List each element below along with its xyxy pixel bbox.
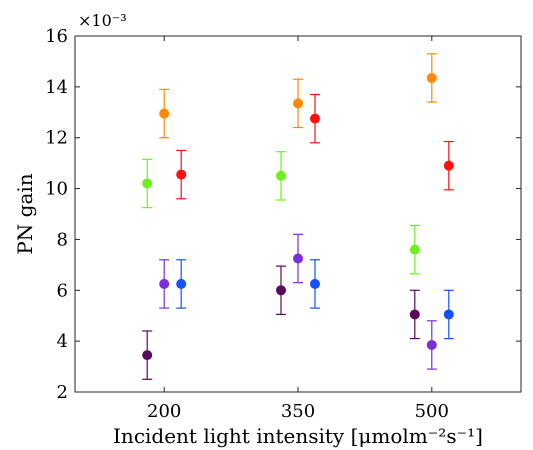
axis-ticks: 200 350 500 2 4 6 8 10 12 14 16 bbox=[45, 26, 521, 422]
data-marks bbox=[142, 53, 454, 380]
data-point bbox=[293, 98, 303, 109]
y-tick-label: 6 bbox=[57, 280, 68, 301]
y-tick-label: 8 bbox=[57, 229, 68, 250]
data-point bbox=[159, 278, 170, 289]
data-point bbox=[293, 253, 303, 264]
data-point bbox=[409, 309, 420, 320]
y-axis-label: PN gain bbox=[13, 173, 37, 254]
y-tick-label: 14 bbox=[45, 77, 68, 98]
data-point bbox=[409, 244, 420, 255]
data-point bbox=[426, 72, 437, 83]
data-point bbox=[443, 309, 454, 320]
data-point bbox=[176, 169, 187, 180]
y-tick-label: 12 bbox=[45, 128, 68, 149]
y-tick-label: 2 bbox=[57, 382, 68, 403]
data-point bbox=[142, 178, 153, 189]
data-point bbox=[426, 339, 437, 350]
x-tick-label: 500 bbox=[415, 401, 449, 422]
y-tick-label: 16 bbox=[45, 26, 68, 47]
series-1 bbox=[159, 233, 437, 370]
data-point bbox=[142, 350, 153, 361]
data-point bbox=[310, 113, 320, 124]
data-point bbox=[276, 285, 286, 296]
x-tick-label: 200 bbox=[147, 401, 181, 422]
data-point bbox=[176, 278, 187, 289]
series-2 bbox=[176, 259, 454, 340]
data-point bbox=[443, 160, 454, 171]
y-tick-label: 10 bbox=[45, 179, 68, 200]
series-0 bbox=[142, 265, 420, 380]
data-point bbox=[310, 278, 320, 289]
x-axis-label: Incident light intensity [μmolm⁻²s⁻¹] bbox=[113, 424, 483, 448]
x-tick-label: 350 bbox=[281, 401, 315, 422]
y-tick-label: 4 bbox=[57, 331, 68, 352]
series-4 bbox=[159, 53, 437, 139]
data-point bbox=[159, 108, 170, 119]
data-point bbox=[276, 170, 286, 181]
series-3 bbox=[142, 151, 420, 275]
y-exponent-label: ×10⁻³ bbox=[78, 11, 127, 30]
series-5 bbox=[176, 93, 454, 200]
